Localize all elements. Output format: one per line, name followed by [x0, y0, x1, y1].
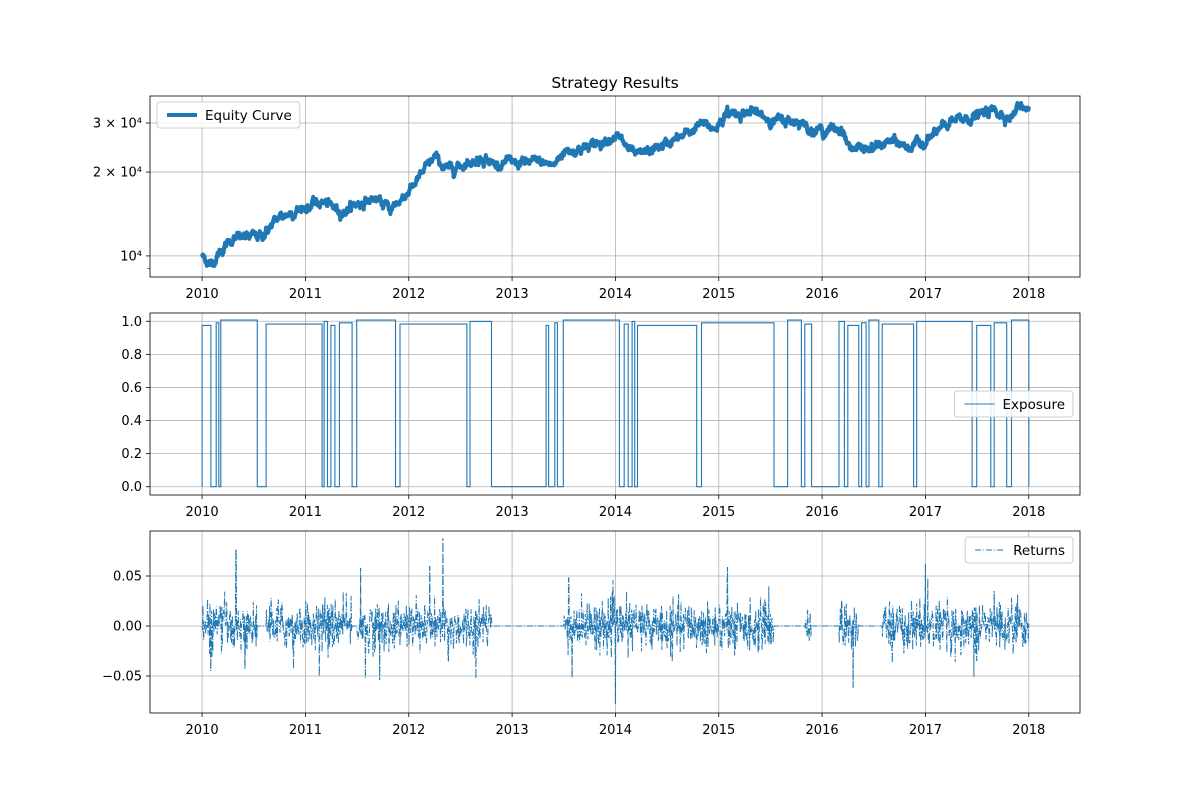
x-tick-label: 2010 [186, 505, 219, 520]
returns-panel: 2010 2011 2012 2013 2014 2015 2016 2017 2018 −0.0… [102, 530, 1081, 738]
x-tick-label: 2017 [909, 287, 942, 302]
x-tick-label: 2014 [599, 505, 632, 520]
x-tick-label: 2012 [392, 505, 425, 520]
legend-box [156, 101, 301, 129]
legend-box [954, 390, 1074, 418]
y-tick-label: 0.2 [121, 447, 142, 462]
legend-label: Equity Curve [205, 108, 292, 124]
y-tick-label: 0.00 [113, 620, 142, 635]
axes-frame [149, 312, 1081, 496]
x-tick-label: 2013 [496, 723, 529, 738]
x-tick-label: 2018 [1012, 505, 1045, 520]
legend-label: Exposure [1003, 397, 1066, 413]
x-tick-label: 2011 [289, 723, 322, 738]
axes-frame [149, 95, 1081, 278]
x-tick-label: 2014 [599, 723, 632, 738]
x-tick-label: 2011 [289, 287, 322, 302]
y-tick-label: 0.0 [121, 480, 142, 495]
x-tick-label: 2010 [186, 287, 219, 302]
x-tick-label: 2018 [1012, 287, 1045, 302]
x-tick-label: 2011 [289, 505, 322, 520]
y-tick-label: 0.8 [121, 348, 142, 363]
legend-label: Returns [1013, 543, 1065, 559]
legend-box [964, 536, 1074, 564]
x-tick-label: 2013 [496, 505, 529, 520]
x-tick-label: 2014 [599, 287, 632, 302]
x-tick-label: 2016 [806, 505, 839, 520]
equity-curve-line [200, 101, 1031, 268]
y-tick-label: 0.05 [113, 570, 142, 585]
x-tick-label: 2012 [392, 723, 425, 738]
x-tick-label: 2018 [1012, 723, 1045, 738]
x-tick-label: 2017 [909, 505, 942, 520]
equity-curve-panel: 2010 2011 2012 2013 2014 2015 2016 2017 2018 10⁴ 2… [93, 95, 1081, 302]
x-tick-label: 2015 [702, 287, 735, 302]
x-tick-label: 2017 [909, 723, 942, 738]
legend: Equity Curve [156, 101, 301, 129]
y-tick-label: 1.0 [121, 315, 142, 330]
equity-curve-points [201, 104, 1029, 265]
y-tick-label: 10⁴ [120, 249, 142, 264]
y-tick-label: 0.6 [121, 381, 142, 396]
legend: Exposure [954, 390, 1074, 418]
exposure-panel: 2010 2011 2012 2013 2014 2015 2016 2017 2018 0.0 0… [121, 312, 1081, 520]
x-tick-label: 2013 [496, 287, 529, 302]
y-tick-label: −0.05 [102, 670, 142, 685]
y-tick-label: 2 × 10⁴ [93, 166, 142, 181]
axes-frame [149, 530, 1081, 714]
x-tick-label: 2015 [702, 723, 735, 738]
exposure-line [201, 319, 1030, 488]
x-tick-label: 2015 [702, 505, 735, 520]
x-tick-label: 2010 [186, 723, 219, 738]
x-tick-label: 2016 [806, 723, 839, 738]
figure-title: Strategy Results [551, 74, 678, 92]
x-tick-label: 2016 [806, 287, 839, 302]
grid-lines [150, 313, 1080, 495]
y-tick-label: 3 × 10⁴ [93, 116, 142, 131]
y-tick-label: 0.4 [121, 414, 142, 429]
x-tick-label: 2012 [392, 287, 425, 302]
returns-spikes [210, 538, 995, 704]
legend: Returns [964, 536, 1074, 564]
